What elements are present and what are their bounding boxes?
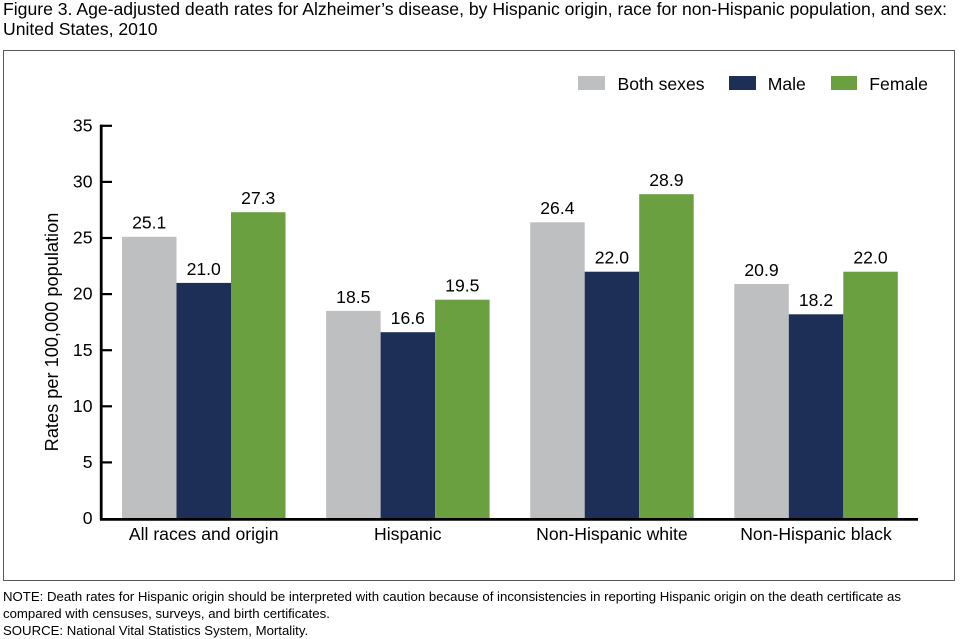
svg-text:18.2: 18.2 — [799, 290, 833, 310]
svg-text:22.0: 22.0 — [853, 248, 887, 268]
svg-text:27.3: 27.3 — [241, 188, 275, 208]
svg-text:Rates per 100,000 population: Rates per 100,000 population — [42, 213, 62, 452]
svg-text:10: 10 — [73, 396, 93, 416]
svg-text:0: 0 — [83, 508, 93, 528]
svg-text:19.5: 19.5 — [445, 276, 479, 296]
svg-text:Hispanic: Hispanic — [374, 524, 442, 544]
svg-text:22.0: 22.0 — [595, 248, 629, 268]
svg-text:Non-Hispanic white: Non-Hispanic white — [536, 524, 688, 544]
svg-text:All races and origin: All races and origin — [129, 524, 279, 544]
svg-text:15: 15 — [73, 340, 93, 360]
svg-text:35: 35 — [73, 115, 93, 135]
svg-text:18.5: 18.5 — [336, 287, 370, 307]
svg-text:21.0: 21.0 — [187, 259, 221, 279]
svg-text:16.6: 16.6 — [391, 308, 425, 328]
svg-text:25: 25 — [73, 228, 93, 248]
svg-text:20: 20 — [73, 284, 93, 304]
svg-text:25.1: 25.1 — [132, 213, 166, 233]
svg-text:26.4: 26.4 — [540, 198, 574, 218]
svg-text:28.9: 28.9 — [649, 170, 683, 190]
svg-text:20.9: 20.9 — [744, 260, 778, 280]
svg-text:5: 5 — [83, 452, 93, 472]
svg-text:Non-Hispanic black: Non-Hispanic black — [740, 524, 892, 544]
svg-text:30: 30 — [73, 172, 93, 192]
